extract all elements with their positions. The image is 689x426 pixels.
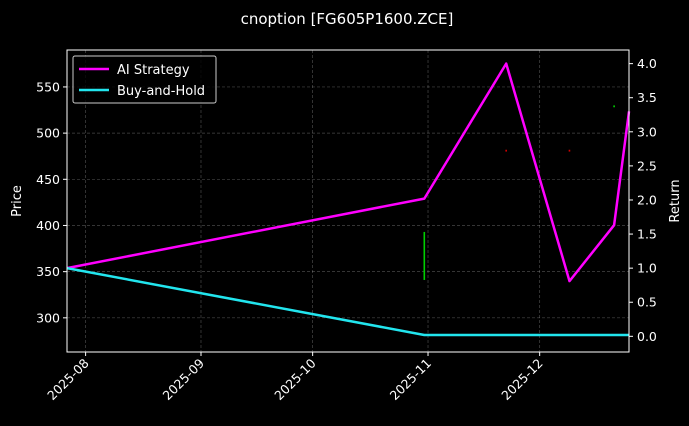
y-axis-label-left: Price: [10, 185, 25, 217]
chart-title: cnoption [FG605P1600.ZCE]: [241, 10, 454, 28]
price-marks: [423, 105, 615, 280]
right-y-tick-label: 1.0: [637, 261, 657, 276]
grid-lines: [67, 50, 629, 352]
legend-label-buy-and-hold: Buy-and-Hold: [117, 84, 205, 99]
right-y-axis: 0.0 0.5 1.0 1.5 2.0 2.5 3.0 3.5 4.0: [629, 56, 657, 344]
right-y-tick-label: 4.0: [637, 56, 657, 71]
plot-frame: [66, 49, 630, 353]
right-y-tick-label: 0.0: [637, 329, 657, 344]
right-y-tick-label: 2.0: [637, 192, 657, 207]
right-y-tick-label: 3.0: [637, 124, 657, 139]
legend-label-ai-strategy: AI Strategy: [117, 63, 190, 78]
right-y-tick-label: 0.5: [637, 295, 657, 310]
series-line-buy-and-hold: [66, 266, 629, 337]
left-y-axis: 300 350 400 450 500 550: [36, 79, 67, 325]
y-tick-label: 300: [36, 310, 60, 325]
series-lines: [66, 62, 631, 337]
y-tick-label: 350: [36, 264, 60, 279]
right-y-tick-label: 3.5: [637, 90, 657, 105]
y-tick-label: 450: [36, 172, 60, 187]
y-tick-label: 500: [36, 126, 60, 141]
y-axis-label-right: Return: [668, 179, 683, 222]
right-y-tick-label: 1.5: [637, 227, 657, 242]
right-y-tick-label: 2.5: [637, 158, 657, 173]
y-tick-label: 400: [36, 218, 60, 233]
y-tick-label: 550: [36, 79, 60, 94]
legend: AI Strategy Buy-and-Hold: [72, 55, 217, 104]
series-line-ai-strategy: [66, 62, 631, 283]
